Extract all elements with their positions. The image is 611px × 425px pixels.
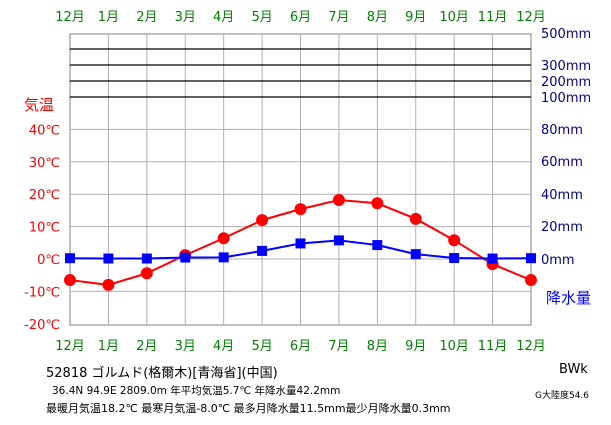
month-label-bottom: 2月 [136, 339, 157, 354]
precipitation-point [257, 245, 268, 256]
temperature-tick-label: 30℃ [29, 156, 60, 171]
month-label-bottom: 9月 [405, 339, 426, 354]
month-labels-top: 12月 1月 2月 3月 4月 5月 6月 7月 8月 9月 10月 11月 12月 [55, 10, 546, 25]
month-label-bottom: 4月 [213, 339, 234, 354]
temperature-point [217, 232, 230, 245]
temperature-point [332, 194, 345, 207]
precipitation-tick-label: 60mm [541, 155, 583, 170]
continentality-index: G大陸度54.6 [535, 391, 590, 401]
precipitation-point [526, 253, 536, 264]
precipitation-point [180, 252, 191, 263]
month-label-top: 1月 [98, 10, 119, 25]
precipitation-tick-label: 500mm [541, 27, 591, 42]
precipitation-point [333, 235, 344, 246]
temperature-tick-label: -10℃ [24, 285, 60, 300]
precipitation-point [65, 253, 75, 264]
precipitation-point [410, 249, 421, 260]
month-label-top: 7月 [328, 10, 349, 25]
temperature-tick-label: 0℃ [37, 253, 60, 268]
month-label-top: 12月 [55, 10, 85, 25]
month-label-top: 12月 [516, 10, 546, 25]
month-label-top: 4月 [213, 10, 234, 25]
month-label-top: 6月 [290, 10, 311, 25]
chart-series [64, 194, 537, 291]
station-stats-line2: 最暖月気温18.2℃ 最寒月気温-8.0℃ 最多月降水量11.5mm最少月降水量… [46, 402, 451, 415]
precipitation-axis-title: 降水量 [546, 289, 591, 307]
station-stats-line1: 36.4N 94.9E 2809.0m 年平均気温5.7℃ 年降水量42.2mm [52, 385, 341, 397]
month-label-top: 8月 [367, 10, 388, 25]
temperature-point [102, 278, 115, 291]
month-label-top: 2月 [136, 10, 157, 25]
month-labels-bottom: 12月 1月 2月 3月 4月 5月 6月 7月 8月 9月 10月 11月 12月 [55, 339, 546, 354]
temperature-point [256, 214, 269, 227]
precipitation-tick-label: 80mm [541, 123, 583, 138]
chart-grid [69, 33, 532, 326]
month-label-bottom: 12月 [55, 339, 85, 354]
precipitation-point [295, 238, 306, 249]
temperature-axis-title: 気温 [24, 96, 54, 114]
temperature-point [140, 267, 153, 280]
month-label-top: 10月 [439, 10, 469, 25]
precipitation-tick-label: 200mm [541, 75, 591, 90]
precipitation-point [218, 252, 229, 263]
temperature-point [64, 274, 76, 287]
temperature-tick-label: 40℃ [29, 123, 60, 138]
month-label-bottom: 5月 [251, 339, 272, 354]
precipitation-point [372, 240, 383, 251]
precipitation-point [449, 253, 460, 264]
month-label-top: 9月 [405, 10, 426, 25]
temperature-point [448, 234, 461, 247]
month-label-bottom: 11月 [478, 339, 508, 354]
month-label-bottom: 8月 [367, 339, 388, 354]
precipitation-tick-label: 100mm [541, 91, 591, 106]
month-label-top: 5月 [251, 10, 272, 25]
temperature-tick-label: 10℃ [29, 221, 60, 236]
temperature-axis-labels: 40℃ 30℃ 20℃ 10℃ 0℃ -10℃ -20℃ [24, 123, 60, 332]
month-label-bottom: 7月 [328, 339, 349, 354]
month-label-bottom: 1月 [98, 339, 119, 354]
month-label-bottom: 12月 [516, 339, 546, 354]
precipitation-point [487, 253, 498, 264]
month-label-top: 11月 [478, 10, 508, 25]
precipitation-point [103, 253, 114, 264]
station-name: 52818 ゴルムド(格爾木)[青海省](中国) [46, 366, 278, 381]
precipitation-tick-label: 40mm [541, 188, 583, 203]
koppen-climate-type: BWk [559, 362, 588, 377]
month-label-top: 3月 [175, 10, 196, 25]
temperature-tick-label: -20℃ [24, 318, 60, 333]
month-label-bottom: 10月 [439, 339, 469, 354]
temperature-point [371, 197, 384, 210]
precipitation-tick-label: 300mm [541, 59, 591, 74]
temperature-point [409, 212, 422, 225]
precipitation-point [141, 253, 152, 264]
temperature-point [525, 274, 537, 287]
month-label-bottom: 3月 [175, 339, 196, 354]
precipitation-tick-label: 20mm [541, 220, 583, 235]
month-label-bottom: 6月 [290, 339, 311, 354]
precipitation-tick-label: 0mm [541, 253, 575, 268]
temperature-tick-label: 20℃ [29, 188, 60, 203]
temperature-point [294, 203, 307, 216]
